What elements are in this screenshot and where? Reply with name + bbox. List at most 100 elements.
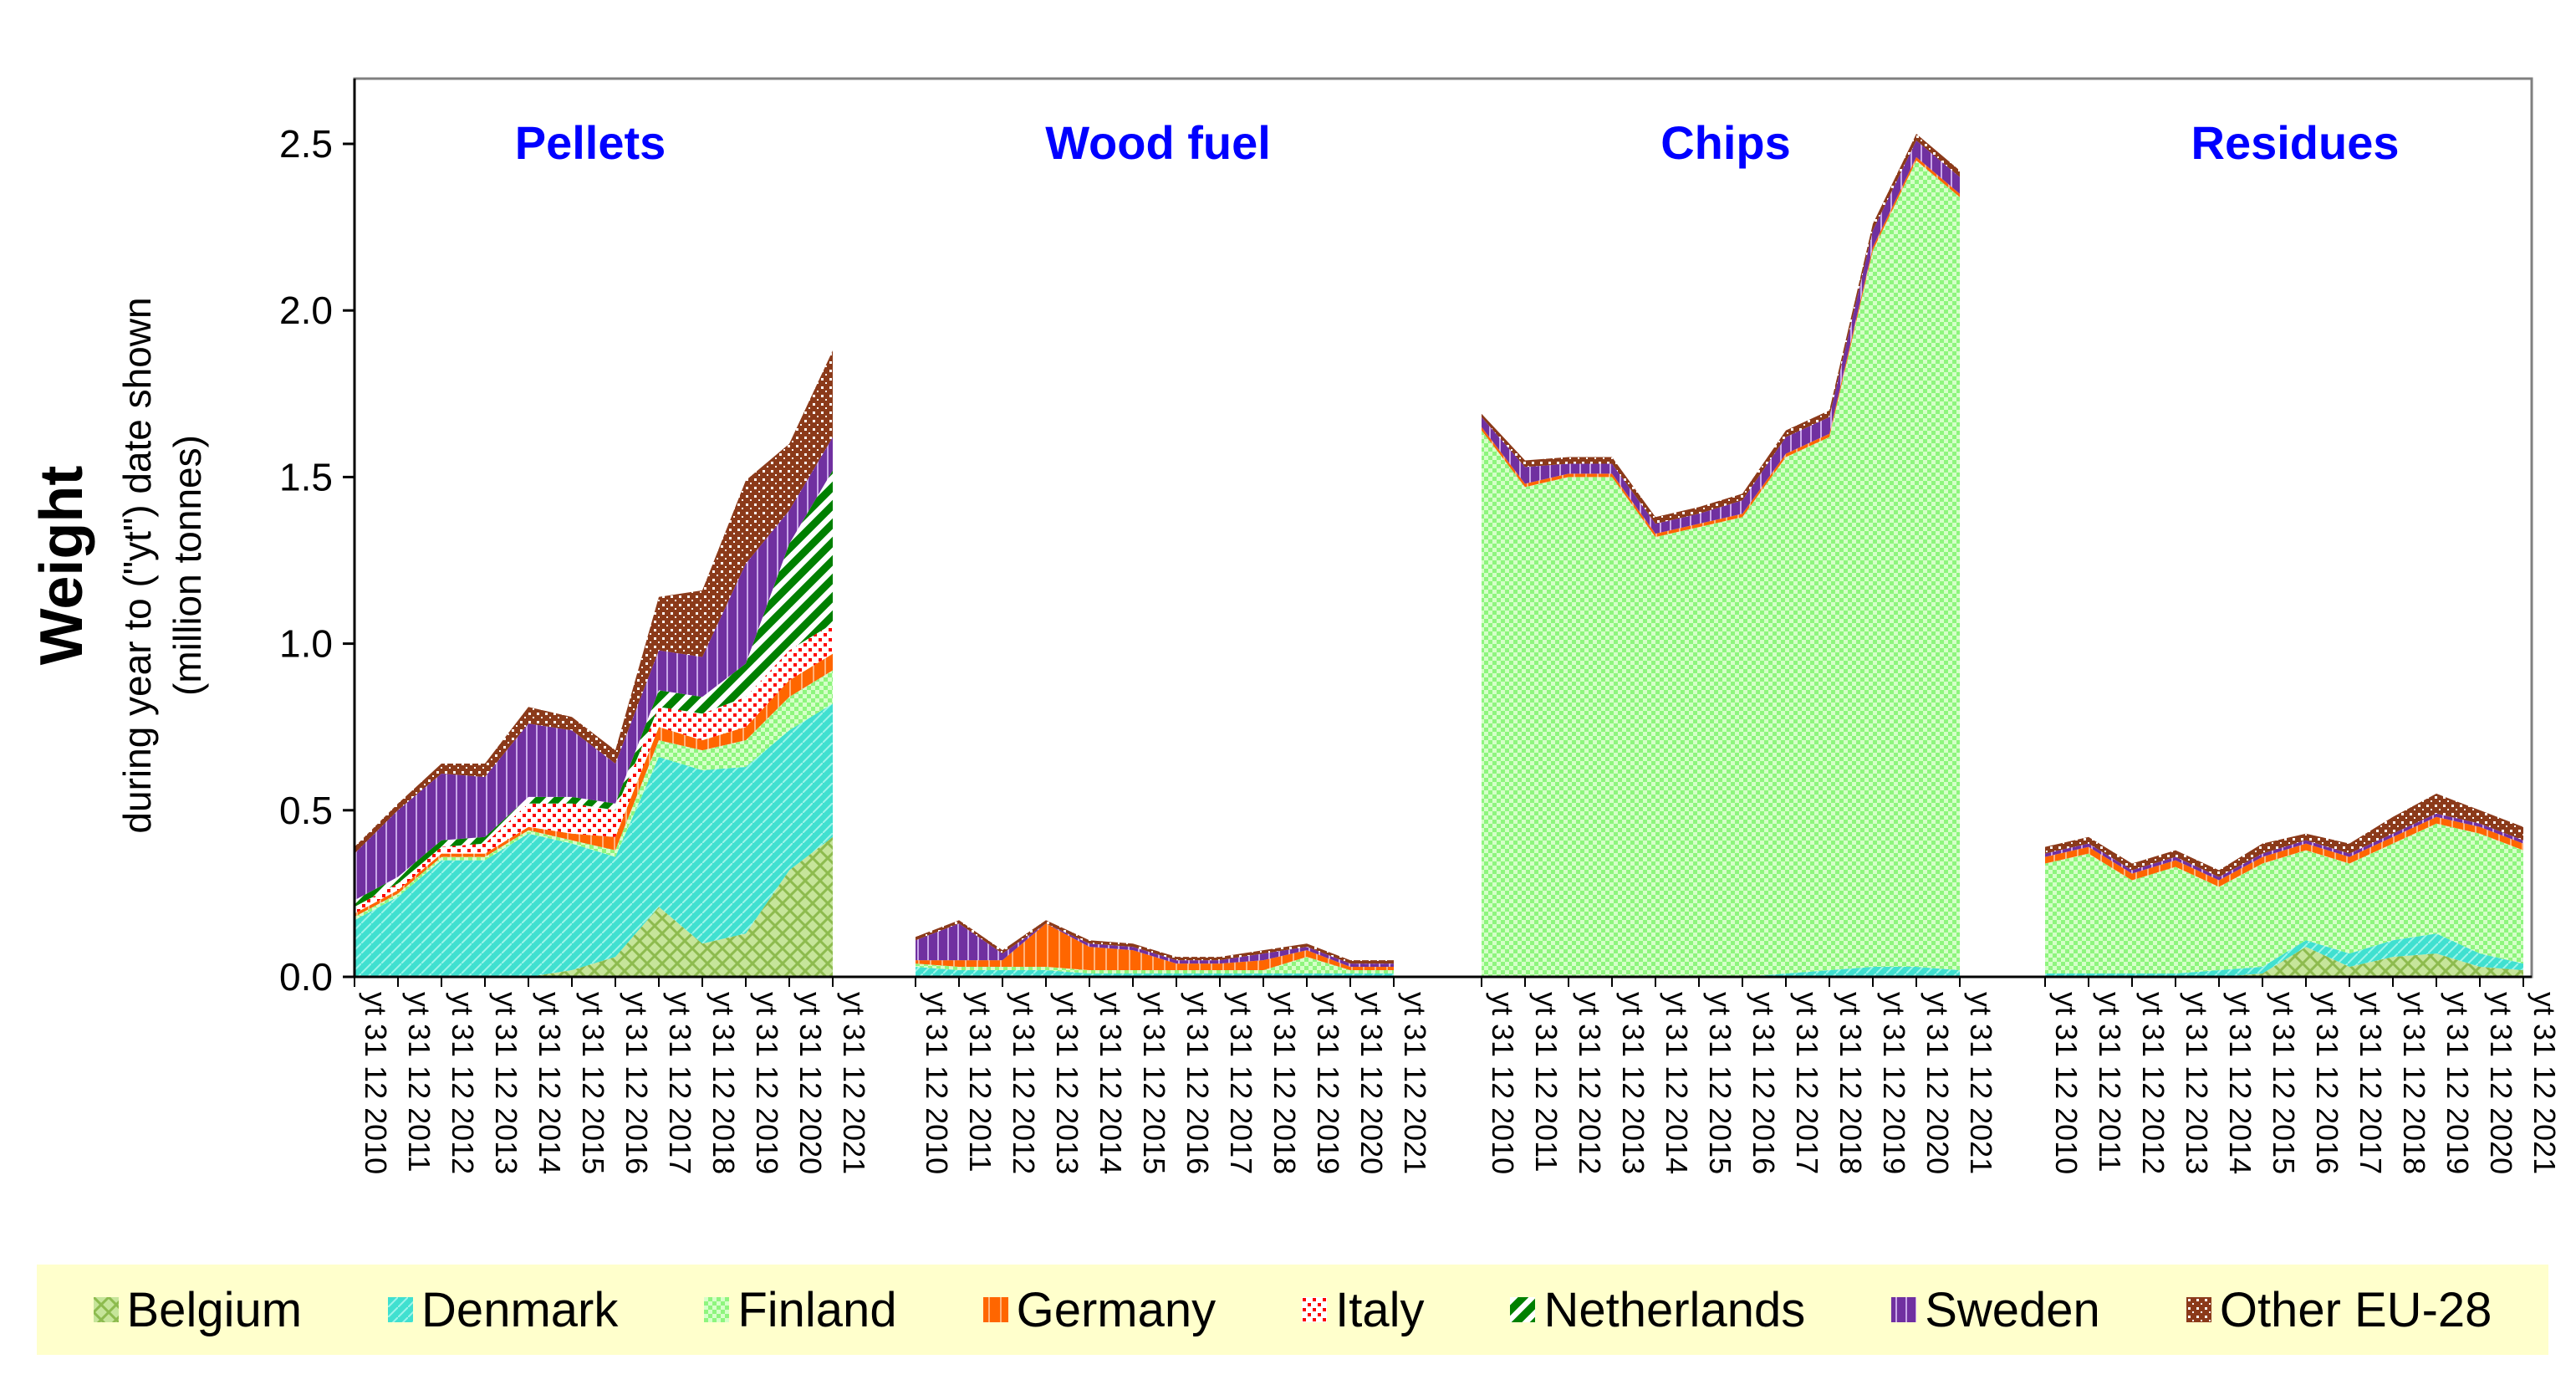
legend-label: Belgium [126, 1282, 303, 1337]
panel-title-3: Chips [1660, 116, 1791, 169]
panel-title-1: Pellets [515, 116, 666, 169]
legend-label: Germany [1016, 1282, 1217, 1337]
x-tick-label: yt 31 12 2020 [1354, 992, 1389, 1174]
y-tick-label: 1.0 [279, 622, 333, 666]
stacked-areas [355, 134, 2523, 977]
x-tick-label: yt 31 12 2014 [533, 992, 567, 1174]
legend-item-sweden: Sweden [1891, 1282, 2100, 1338]
legend-label: Denmark [421, 1282, 619, 1337]
x-tick-label: yt 31 12 2021 [1964, 992, 1998, 1174]
y-axis-title: Weight [28, 466, 95, 666]
area-other-eu-28-panel-1 [355, 350, 833, 854]
x-tick-label: yt 31 12 2011 [963, 992, 997, 1173]
x-tick-label: yt 31 12 2018 [1834, 992, 1868, 1174]
x-tick-label: yt 31 12 2021 [837, 992, 871, 1174]
x-tick-label: yt 31 12 2017 [2354, 992, 2388, 1174]
x-tick-label: yt 31 12 2013 [489, 992, 523, 1174]
area-denmark-panel-1 [355, 703, 833, 977]
x-tick-label: yt 31 12 2017 [1790, 992, 1824, 1174]
legend-swatch [982, 1297, 1008, 1322]
x-tick-label: yt 31 12 2016 [2310, 992, 2344, 1174]
area-germany-panel-2 [916, 923, 1394, 970]
legend-label: Netherlands [1543, 1282, 1806, 1337]
legend-swatch [388, 1297, 414, 1322]
x-axis: yt 31 12 2010 yt 31 12 2011 yt 31 12 2012 y… [354, 975, 2562, 1174]
y-tick-label: 0.0 [279, 955, 333, 999]
x-tick-label: yt 31 12 2012 [1573, 992, 1607, 1174]
legend-item-other-eu-28: Other EU-28 [2186, 1282, 2492, 1338]
area-finland-panel-4 [2045, 823, 2523, 974]
x-tick-label: yt 31 12 2019 [750, 992, 784, 1174]
x-tick-label: yt 31 12 2014 [2223, 992, 2257, 1174]
x-tick-label: yt 31 12 2014 [1094, 992, 1128, 1174]
panel-4 [2045, 793, 2523, 977]
legend-swatch [2186, 1297, 2211, 1322]
y-tick-label: 2.0 [279, 289, 333, 332]
x-tick-label: yt 31 12 2016 [1747, 992, 1781, 1174]
legend-item-italy: Italy [1302, 1282, 1424, 1338]
legend-item-netherlands: Netherlands [1510, 1282, 1805, 1338]
area-netherlands-panel-1 [355, 470, 833, 907]
x-tick-label: yt 31 12 2012 [2136, 992, 2170, 1174]
x-tick-label: yt 31 12 2010 [2049, 992, 2084, 1174]
panel-1 [355, 350, 833, 977]
x-tick-label: yt 31 12 2020 [2484, 992, 2518, 1174]
panel-3 [1482, 134, 1960, 977]
panel-titles: Pellets Wood fuel Chips Residues [515, 116, 2400, 169]
area-sweden-panel-2 [916, 923, 1394, 967]
legend-item-denmark: Denmark [388, 1282, 618, 1338]
x-tick-label: yt 31 12 2018 [2397, 992, 2431, 1174]
x-tick-label: yt 31 12 2021 [1398, 992, 1432, 1174]
y-axis: 0.0 0.5 1.0 1.5 2.0 2.5 [279, 79, 356, 999]
panel-title-2: Wood fuel [1045, 116, 1271, 169]
area-other-eu-28-panel-2 [916, 920, 1394, 964]
y-axis-subtitle-1: during year to ("yt") date shown [115, 297, 159, 833]
legend-label: Finland [737, 1282, 897, 1337]
x-tick-label: yt 31 12 2011 [402, 992, 436, 1173]
area-sweden-panel-1 [355, 437, 833, 901]
legend-swatch [93, 1297, 119, 1322]
x-tick-label: yt 31 12 2013 [2180, 992, 2214, 1174]
x-tick-label: yt 31 12 2017 [1224, 992, 1258, 1174]
x-tick-label: yt 31 12 2015 [1137, 992, 1171, 1174]
x-tick-label: yt 31 12 2016 [620, 992, 654, 1174]
y-tick-label: 1.5 [279, 455, 333, 498]
area-finland-panel-2 [916, 957, 1394, 974]
x-tick-label: yt 31 12 2019 [1877, 992, 1911, 1174]
x-tick-label: yt 31 12 2017 [663, 992, 697, 1174]
y-tick-label: 2.5 [279, 122, 333, 166]
area-denmark-panel-2 [916, 967, 1394, 977]
x-tick-label: yt 31 12 2016 [1181, 992, 1215, 1174]
area-sweden-panel-4 [2045, 813, 2523, 881]
x-tick-label: yt 31 12 2015 [1703, 992, 1737, 1174]
area-finland-panel-3 [1482, 160, 1960, 977]
legend-swatch [704, 1297, 730, 1322]
x-tick-label: yt 31 12 2011 [2093, 992, 2127, 1173]
x-tick-label: yt 31 12 2013 [1050, 992, 1084, 1174]
panel-title-4: Residues [2191, 116, 2400, 169]
y-axis-subtitle-2: (million tonnes) [166, 435, 209, 696]
x-tick-label: yt 31 12 2010 [920, 992, 954, 1174]
legend-label: Other EU-28 [2219, 1282, 2492, 1337]
x-tick-label: yt 31 12 2010 [359, 992, 393, 1174]
area-belgium-panel-1 [355, 836, 833, 977]
x-tick-label: yt 31 12 2011 [1529, 992, 1563, 1173]
legend-item-germany: Germany [982, 1282, 1217, 1338]
legend-swatch [1302, 1297, 1328, 1322]
x-tick-label: yt 31 12 2013 [1616, 992, 1650, 1174]
legend-item-belgium: Belgium [93, 1282, 303, 1338]
x-tick-label: yt 31 12 2021 [2528, 992, 2562, 1174]
area-belgium-panel-4 [2045, 947, 2523, 977]
area-germany-panel-4 [2045, 816, 2523, 887]
x-tick-label: yt 31 12 2015 [576, 992, 610, 1174]
x-tick-label: yt 31 12 2018 [706, 992, 741, 1174]
legend-swatch [1891, 1297, 1917, 1322]
x-tick-label: yt 31 12 2020 [793, 992, 828, 1174]
x-tick-label: yt 31 12 2014 [1660, 992, 1694, 1174]
area-italy-panel-1 [355, 623, 833, 914]
x-tick-label: yt 31 12 2015 [2267, 992, 2301, 1174]
legend-item-finland: Finland [704, 1282, 897, 1338]
legend: Belgium Denmark Finland Germany Italy Netherl… [37, 1265, 2548, 1355]
x-tick-label: yt 31 12 2019 [1311, 992, 1345, 1174]
